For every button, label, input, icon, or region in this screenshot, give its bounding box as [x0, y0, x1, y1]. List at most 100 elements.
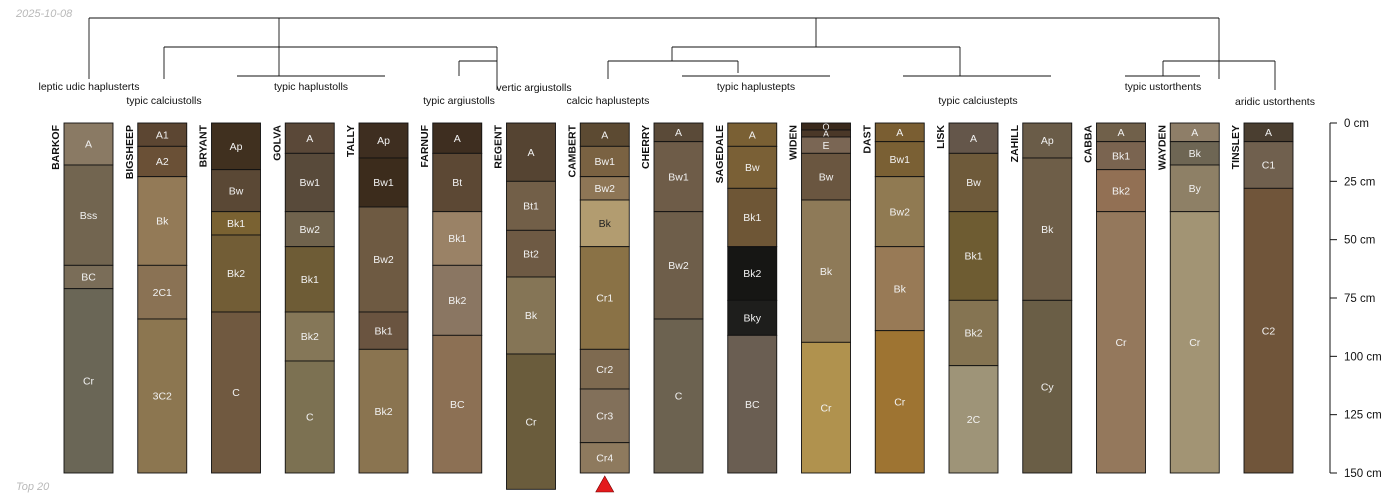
horizon-bky	[727, 299, 778, 336]
horizon-bw	[801, 152, 851, 201]
profile-name: SAGEDALE	[714, 125, 726, 183]
horizon-label: Bw	[819, 171, 834, 183]
horizon-label: Bky	[743, 312, 761, 324]
classification-label: typic calciustepts	[938, 95, 1017, 107]
horizon-label: A	[601, 129, 608, 141]
horizon-label: Bw2	[300, 224, 321, 236]
profile-lisk: A Bw Bk1 Bk2 2C LISK	[935, 122, 999, 474]
axis-tick-label: 100 cm	[1344, 351, 1382, 363]
horizon-label: Bk1	[1112, 150, 1130, 162]
horizon-cr	[801, 341, 851, 474]
horizon-bk	[801, 199, 851, 343]
horizon-cr	[1096, 211, 1146, 474]
horizon-2c	[948, 365, 999, 474]
profile-name: TINSLEY	[1230, 125, 1242, 169]
horizon-label: A	[823, 129, 829, 139]
horizon-bk1	[432, 211, 483, 266]
horizon-label: Bw1	[300, 177, 321, 189]
horizon-label: C2	[1262, 325, 1276, 337]
profile-golva: A Bw1 Bw2 Bk1 Bk2 C GOLVA	[271, 122, 335, 474]
horizon-bt1	[506, 180, 556, 231]
profile-widen: OAE Bw Bk Cr WIDEN	[788, 122, 851, 474]
horizon-label: E	[822, 140, 829, 152]
horizon-label: Cr	[1189, 337, 1201, 349]
horizon-label: Bk1	[448, 233, 466, 245]
horizon-label: Bk2	[301, 331, 319, 343]
horizon-ap	[211, 122, 261, 171]
horizon-label: Bk2	[1112, 185, 1130, 197]
horizon-bt2	[506, 229, 556, 278]
horizon-bk2	[284, 311, 335, 362]
profile-cherry: A Bw1 Bw2 C CHERRY	[640, 122, 704, 474]
horizon-label: Bk	[156, 216, 169, 228]
horizon-label: Bk2	[227, 268, 245, 280]
marker-triangle	[595, 475, 615, 493]
profile-name: BARKOF	[50, 124, 62, 169]
horizon-bw2	[653, 211, 704, 320]
classification-labels: leptic udic haplusterts typic calciustoll…	[39, 81, 1315, 108]
horizon-label: Bt1	[523, 200, 539, 212]
horizon-label: A1	[156, 129, 169, 141]
depth-axis: 0 cm 25 cm 50 cm 75 cm 100 cm 125 cm 150 cm	[1329, 118, 1382, 480]
classification-label: typic argiustolls	[423, 95, 495, 107]
horizon-label: Bw2	[373, 254, 394, 266]
horizon-label: Cr2	[596, 364, 613, 376]
horizon-bk1	[727, 187, 778, 248]
profile-cabba: A Bk1 Bk2 Cr CABBA	[1083, 122, 1146, 474]
horizon-label: Cy	[1041, 381, 1055, 393]
horizon-bk	[137, 176, 188, 266]
classification-label: typic haplustepts	[717, 81, 795, 93]
horizon-label: Bk	[1041, 224, 1054, 236]
horizon-bc	[432, 334, 483, 474]
horizon-c	[284, 360, 335, 474]
dendrogram	[88, 17, 1276, 90]
profile-name: BIGSHEEP	[124, 125, 136, 179]
profile-name: REGENT	[493, 124, 505, 168]
horizon-label: Cr	[894, 396, 906, 408]
classification-label: calcic haplustepts	[567, 95, 650, 107]
horizon-label: A	[454, 133, 461, 145]
horizon-by	[1169, 164, 1220, 213]
horizon-label: A	[1265, 127, 1272, 139]
profile-zahill: Ap Bk Cy ZAHILL	[1009, 122, 1073, 474]
horizon-label: Bt2	[523, 248, 539, 260]
classification-label: typic haplustolls	[274, 81, 348, 93]
horizon-label: Bw2	[668, 260, 689, 272]
horizon-label: A	[749, 129, 756, 141]
profile-bryant: Ap Bw Bk1 Bk2 C BRYANT	[198, 122, 261, 474]
horizon-label: Bk	[525, 310, 538, 322]
horizon-a	[432, 122, 483, 154]
axis-tick-label: 50 cm	[1344, 235, 1375, 247]
horizon-cr	[63, 288, 114, 474]
horizon-label: Bss	[80, 210, 98, 222]
profile-name: ZAHILL	[1009, 124, 1021, 162]
profile-sagedale: A Bw Bk1 Bk2 Bky BC SAGEDALE	[714, 122, 778, 474]
horizon-3c2	[137, 318, 188, 474]
horizon-label: A	[85, 139, 92, 151]
profile-bigsheep: A1 A2 Bk 2C1 3C2 BIGSHEEP	[124, 122, 188, 474]
horizon-label: Cr	[820, 402, 832, 414]
horizon-bk1	[358, 311, 409, 350]
horizon-label: Bk1	[374, 325, 392, 337]
profile-name: WIDEN	[788, 125, 800, 160]
profile-dast: A Bw1 Bw2 Bk Cr DAST	[861, 122, 925, 474]
horizon-ap	[1022, 122, 1073, 159]
horizon-label: Bk	[599, 218, 612, 230]
horizon-bk2	[1096, 169, 1146, 213]
horizon-label: BC	[745, 399, 760, 411]
horizon-label: A	[896, 127, 903, 139]
horizon-bk1	[284, 246, 335, 313]
horizon-label: Cr	[525, 416, 537, 428]
profile-name: WAYDEN	[1156, 125, 1168, 170]
horizon-a	[948, 122, 999, 154]
horizon-label: Bw	[966, 177, 981, 189]
profile-regent: A Bt1 Bt2 Bk Cr REGENT	[493, 122, 556, 490]
horizon-label: C	[306, 412, 314, 424]
horizon-cr	[1169, 211, 1220, 474]
horizon-bk2	[211, 234, 261, 313]
horizon-bw	[727, 145, 778, 189]
horizon-bss	[63, 164, 114, 266]
horizon-cr4	[579, 442, 630, 474]
